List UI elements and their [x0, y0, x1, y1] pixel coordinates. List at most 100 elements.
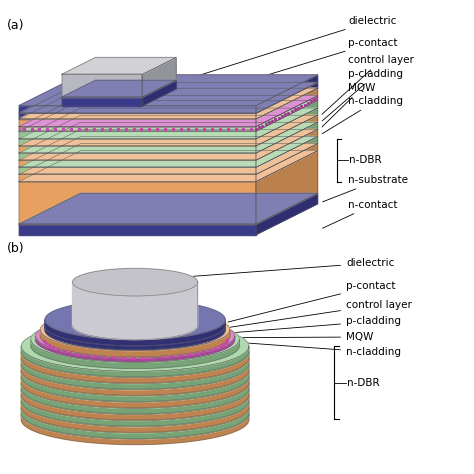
Polygon shape	[19, 88, 318, 119]
Polygon shape	[256, 115, 318, 153]
Polygon shape	[19, 193, 318, 224]
Polygon shape	[21, 358, 249, 408]
Polygon shape	[142, 57, 176, 97]
Text: control layer: control layer	[322, 55, 414, 114]
Polygon shape	[19, 119, 256, 127]
Polygon shape	[19, 174, 256, 182]
Text: n-cladding: n-cladding	[322, 96, 403, 134]
Text: control layer: control layer	[228, 300, 412, 328]
Polygon shape	[19, 108, 318, 139]
Polygon shape	[19, 96, 318, 127]
Polygon shape	[19, 167, 256, 174]
Polygon shape	[19, 122, 318, 153]
Polygon shape	[19, 82, 318, 113]
Text: dielectric: dielectric	[172, 258, 394, 278]
Polygon shape	[31, 317, 239, 362]
Polygon shape	[19, 115, 318, 146]
Polygon shape	[31, 339, 239, 368]
Polygon shape	[62, 74, 142, 97]
Polygon shape	[21, 396, 249, 426]
Polygon shape	[19, 131, 256, 139]
Polygon shape	[19, 139, 256, 146]
Polygon shape	[21, 353, 249, 383]
Text: n-DBR: n-DBR	[349, 155, 382, 165]
Polygon shape	[21, 383, 249, 414]
Polygon shape	[21, 352, 249, 402]
Text: (a): (a)	[7, 19, 25, 32]
Polygon shape	[21, 390, 249, 420]
Polygon shape	[256, 100, 318, 139]
Polygon shape	[256, 144, 318, 182]
Polygon shape	[45, 319, 225, 346]
Polygon shape	[21, 408, 249, 438]
Polygon shape	[45, 300, 225, 339]
Polygon shape	[19, 137, 318, 167]
Polygon shape	[21, 346, 249, 396]
Polygon shape	[21, 383, 249, 433]
Polygon shape	[21, 377, 249, 427]
Polygon shape	[19, 127, 256, 131]
Polygon shape	[19, 182, 256, 224]
Polygon shape	[256, 82, 318, 119]
Polygon shape	[256, 122, 318, 160]
Polygon shape	[19, 160, 256, 167]
Polygon shape	[256, 129, 318, 167]
Polygon shape	[73, 268, 198, 296]
Polygon shape	[21, 365, 249, 395]
Polygon shape	[142, 80, 176, 106]
Polygon shape	[62, 97, 142, 106]
Text: p-contact: p-contact	[183, 37, 398, 100]
Text: p-cladding: p-cladding	[233, 316, 401, 333]
Polygon shape	[21, 334, 249, 383]
Polygon shape	[256, 75, 318, 113]
Polygon shape	[62, 57, 176, 74]
Polygon shape	[40, 330, 230, 357]
Polygon shape	[19, 224, 256, 235]
Polygon shape	[21, 365, 249, 414]
Polygon shape	[19, 106, 256, 113]
Polygon shape	[73, 282, 198, 339]
Text: (b): (b)	[7, 242, 25, 255]
Polygon shape	[19, 100, 318, 131]
Polygon shape	[256, 96, 318, 131]
Polygon shape	[21, 371, 249, 420]
Polygon shape	[73, 319, 197, 339]
Polygon shape	[21, 340, 249, 390]
Polygon shape	[19, 129, 318, 160]
Text: n-DBR: n-DBR	[347, 377, 380, 388]
Polygon shape	[40, 309, 230, 351]
Polygon shape	[21, 371, 249, 401]
Text: MQW: MQW	[322, 82, 376, 127]
Polygon shape	[19, 146, 256, 153]
Text: n-contact: n-contact	[322, 200, 398, 228]
Polygon shape	[256, 193, 318, 235]
Polygon shape	[256, 88, 318, 127]
Polygon shape	[256, 108, 318, 146]
Text: p-cladding: p-cladding	[322, 69, 403, 121]
Polygon shape	[256, 137, 318, 174]
Polygon shape	[19, 144, 318, 174]
Polygon shape	[21, 377, 249, 408]
Polygon shape	[19, 151, 318, 182]
Polygon shape	[45, 326, 225, 350]
Text: p-contact: p-contact	[228, 281, 395, 322]
Polygon shape	[256, 151, 318, 224]
Polygon shape	[21, 346, 249, 377]
Text: n-substrate: n-substrate	[322, 175, 409, 202]
Polygon shape	[21, 402, 249, 432]
Polygon shape	[19, 153, 256, 160]
Polygon shape	[19, 75, 318, 106]
Polygon shape	[21, 328, 249, 377]
Polygon shape	[19, 113, 256, 119]
Polygon shape	[21, 389, 249, 439]
Text: n-cladding: n-cladding	[242, 343, 401, 357]
Polygon shape	[21, 321, 249, 371]
Polygon shape	[21, 414, 249, 445]
Text: dielectric: dielectric	[183, 16, 397, 80]
Polygon shape	[36, 336, 235, 361]
Polygon shape	[45, 306, 225, 346]
Polygon shape	[36, 314, 235, 358]
Text: MQW: MQW	[237, 332, 374, 342]
Polygon shape	[62, 80, 176, 97]
Polygon shape	[21, 359, 249, 389]
